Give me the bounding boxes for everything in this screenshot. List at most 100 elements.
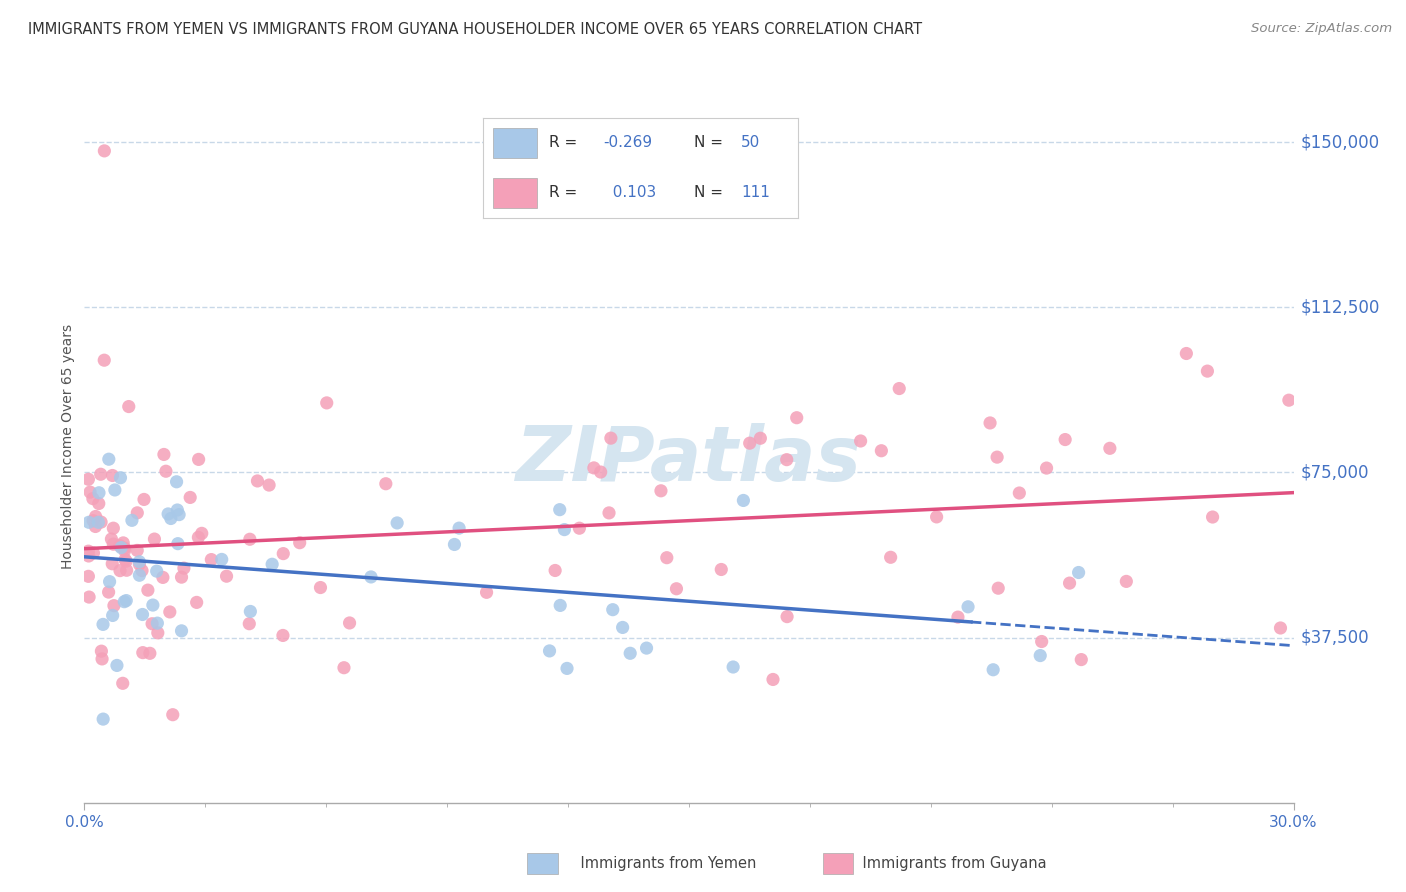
Point [710,562,733,576]
Point [110,471,132,485]
Point [132,646,155,660]
Point [127,543,149,558]
Point [612,620,634,634]
Point [118,400,141,414]
Point [246,474,269,488]
Point [146,625,169,640]
Point [167,508,190,522]
Point [979,416,1001,430]
Point [849,434,872,448]
Point [90,467,112,482]
Point [98,574,121,589]
Point [987,581,1010,595]
Point [114,541,136,556]
Point [153,447,176,461]
Point [77,516,100,530]
Point [538,644,561,658]
Point [111,676,134,690]
Point [925,509,948,524]
Text: ZIPatlas: ZIPatlas [516,424,862,497]
Point [79,485,101,500]
Point [271,628,294,642]
Text: IMMIGRANTS FROM YEMEN VS IMMIGRANTS FROM GUYANA HOUSEHOLDER INCOME OVER 65 YEARS: IMMIGRANTS FROM YEMEN VS IMMIGRANTS FROM… [28,22,922,37]
Point [1175,346,1198,360]
Point [121,513,143,527]
Point [128,568,150,582]
Point [139,646,162,660]
Point [77,472,100,486]
Point [187,530,209,544]
Point [91,617,114,632]
Point [162,707,184,722]
Point [145,564,167,578]
Point [619,646,641,660]
Point [190,526,212,541]
Point [103,599,125,613]
Point [555,661,578,675]
Point [128,555,150,569]
Point [114,552,136,566]
Point [339,615,361,630]
Point [127,506,149,520]
Point [443,537,465,551]
Point [141,616,163,631]
Point [91,712,114,726]
Point [82,491,104,506]
Point [97,452,120,467]
Point [986,450,1008,464]
Point [650,483,672,498]
Point [333,661,356,675]
Point [582,461,605,475]
Point [315,396,337,410]
Point [103,537,125,551]
Point [136,583,159,598]
Text: Source: ZipAtlas.com: Source: ZipAtlas.com [1251,22,1392,36]
Point [115,593,138,607]
Point [93,353,115,368]
Point [1035,461,1057,475]
Point [271,547,294,561]
Point [187,452,209,467]
Point [211,552,233,566]
Text: $75,000: $75,000 [1301,464,1369,482]
Point [598,506,620,520]
Point [90,515,112,529]
Point [1029,648,1052,663]
Point [589,465,612,479]
Point [101,557,124,571]
Text: $37,500: $37,500 [1301,629,1369,647]
Point [733,493,755,508]
Point [114,543,136,558]
Point [159,605,181,619]
Point [239,533,262,547]
Point [115,563,138,577]
Point [449,521,471,535]
Point [475,585,498,599]
Point [170,570,193,584]
Point [548,599,571,613]
Point [128,558,150,572]
Point [87,496,110,510]
Point [142,598,165,612]
Point [105,658,128,673]
Point [90,644,112,658]
Point [215,569,238,583]
Point [108,564,131,578]
Point [104,483,127,497]
Point [602,602,624,616]
Point [889,382,911,396]
Point [1070,652,1092,666]
Point [166,475,188,489]
Point [879,550,901,565]
Point [1270,621,1292,635]
Point [115,554,138,568]
Point [101,468,124,483]
Point [84,519,107,533]
Point [1201,510,1223,524]
Point [1098,442,1121,456]
Point [1278,393,1301,408]
Point [738,436,761,450]
Point [112,536,135,550]
Point [167,536,190,550]
Point [374,476,396,491]
